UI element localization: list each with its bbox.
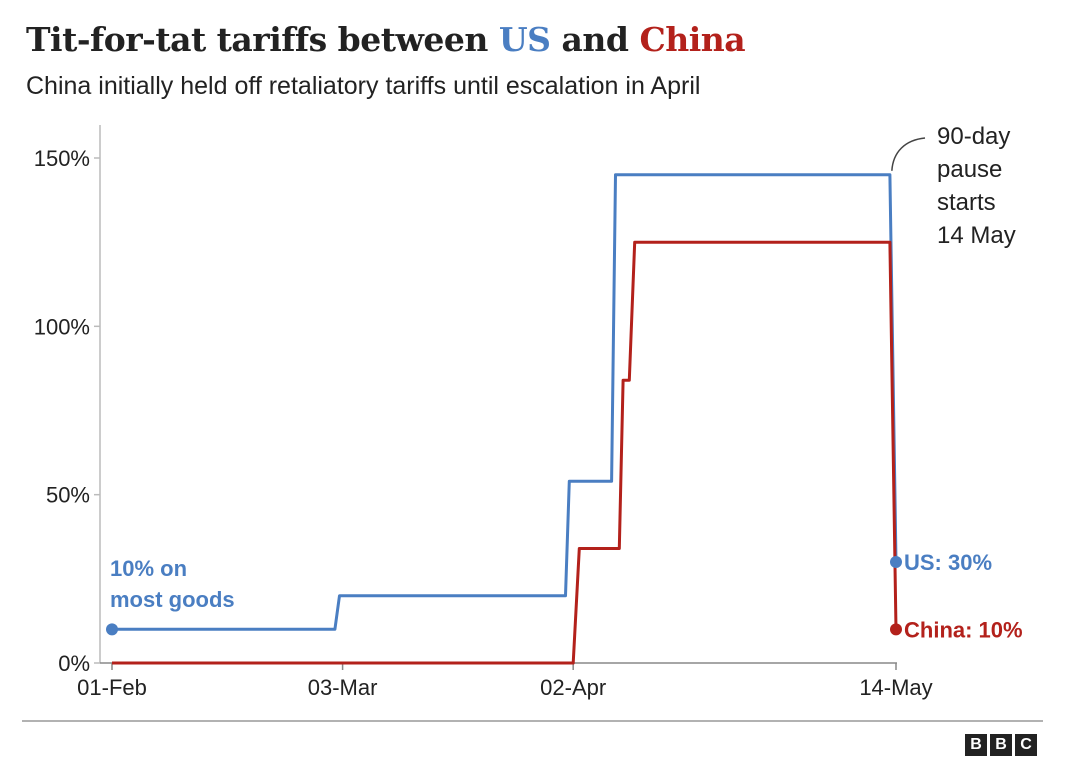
y-tick-label: 50% [46,483,90,508]
x-tick-label: 03-Mar [308,675,378,700]
annotation-pause-line1: 90-day [937,123,1010,150]
title-prefix: Tit-for-tat tariffs between [26,20,499,59]
series-line-us [112,173,898,631]
annotation-pause-line2: pause [937,156,1002,183]
annotation-pause-line3: starts [937,189,996,216]
annotation-10pct-line1: 10% on [110,556,187,581]
annotation-pause-line4: 14 May [937,222,1016,249]
x-tick-label: 01-Feb [77,675,147,700]
annotation-10pct-line2: most goods [110,587,235,612]
title-and: and [550,20,640,59]
y-tick-label: 150% [34,146,90,171]
title-us: US [498,20,551,59]
logo-letter-b2: B [990,734,1012,756]
start-point-us [106,623,118,636]
end-point-us [890,556,902,568]
end-point-china [890,623,902,636]
y-tick-label: 0% [58,651,90,676]
logo-letter-b1: B [965,734,987,756]
logo-letter-c: C [1015,734,1037,756]
x-tick-label: 14-May [859,675,932,700]
chart-subtitle: China initially held off retaliatory tar… [26,72,701,100]
annotation-us-end: US: 30% [904,550,992,575]
annotation-pause-leader [891,137,926,171]
bbc-logo: B B C [965,734,1037,756]
series-line-china [112,240,898,665]
y-tick-label: 100% [34,314,90,339]
x-tick-label: 02-Apr [540,675,606,700]
title-china: China [639,20,746,59]
chart-title: Tit-for-tat tariffs between US and China [26,20,746,59]
annotation-china-end: China: 10% [904,617,1023,642]
